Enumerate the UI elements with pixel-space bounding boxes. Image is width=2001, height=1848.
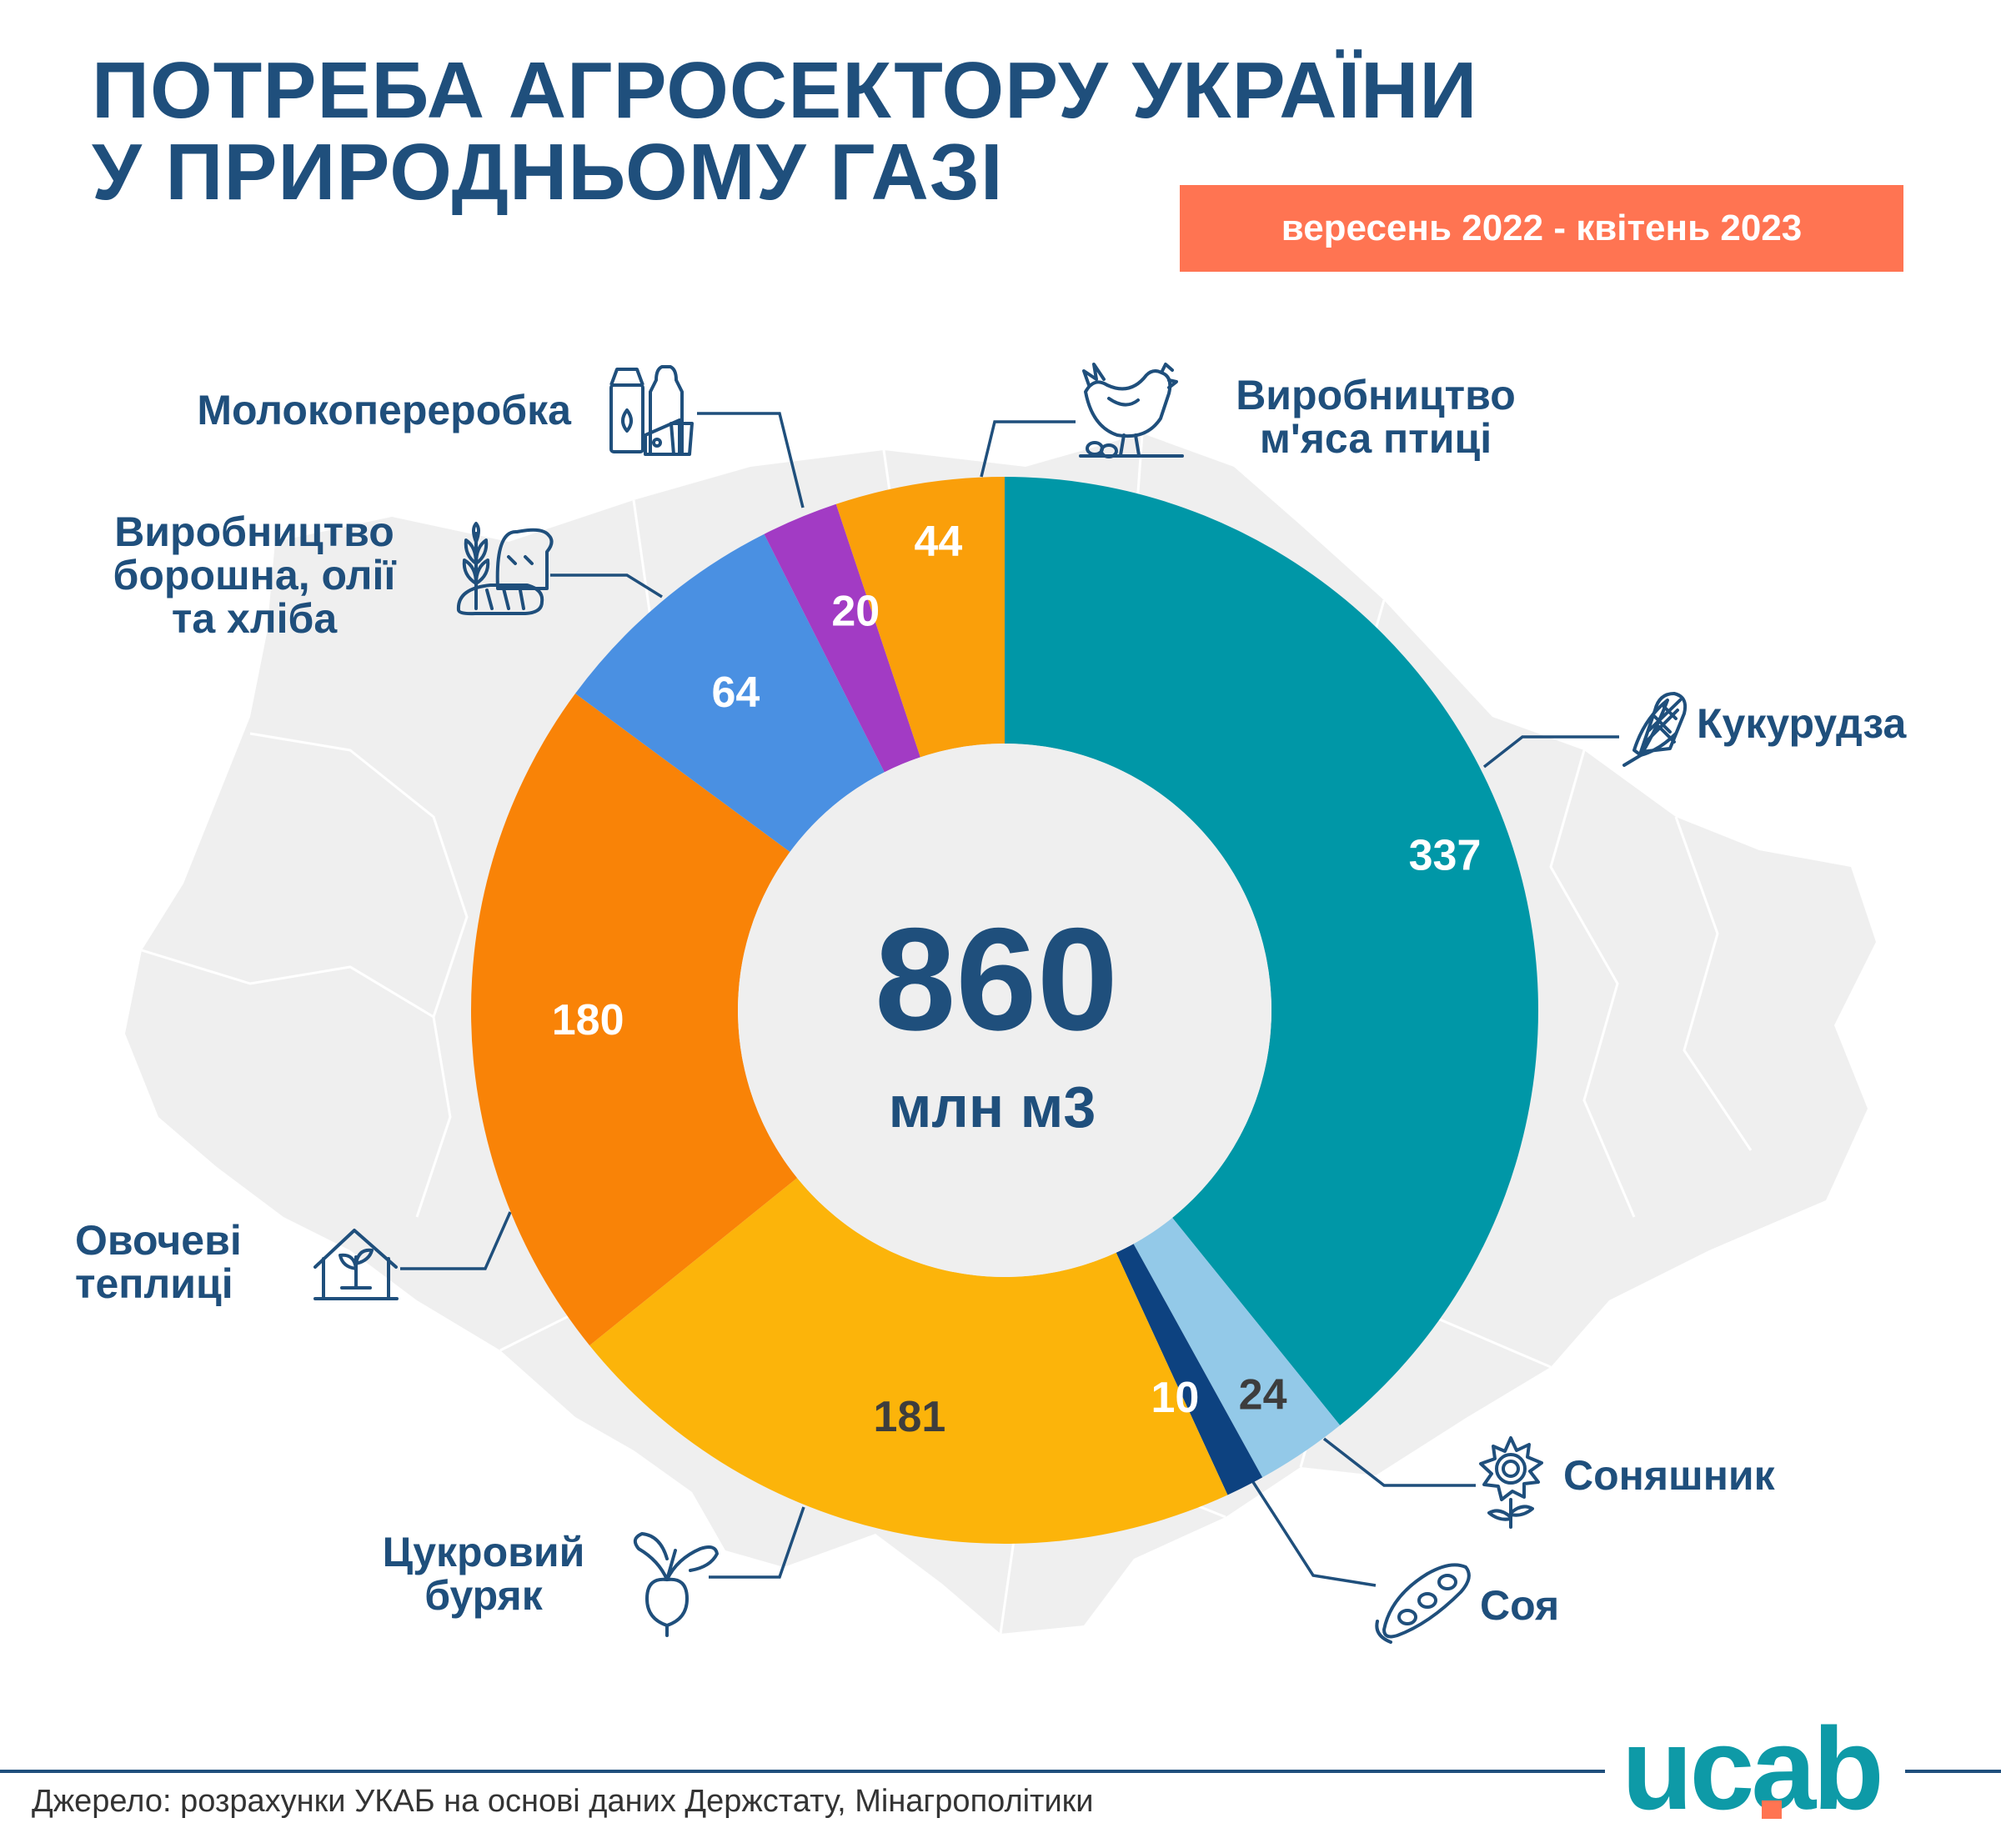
slice-виробництво-борошна-олії-та-хліба <box>574 533 885 853</box>
leader-line-кукурудза <box>1482 735 1619 769</box>
value-label-цукровий-буряк: 181 <box>874 1393 946 1441</box>
footer-divider-left <box>0 1770 1605 1773</box>
title-line-1: ПОТРЕБА АГРОСЕКТОРУ УКРАЇНИ <box>92 46 1478 135</box>
label-line: та хліба <box>171 595 338 642</box>
logo-dot <box>1762 1800 1782 1819</box>
wheat-bread-icon <box>456 522 554 616</box>
beet-icon <box>633 1532 719 1637</box>
dairy-icon <box>609 365 694 456</box>
total-unit: млн м3 <box>889 1074 1096 1139</box>
leader-lines <box>400 412 1619 1587</box>
label-line: Цукровий <box>382 1529 585 1575</box>
leader-line-цукровий-буряк <box>709 1506 805 1579</box>
label-ovochevi-teplytsi: Овочеві теплиці <box>75 1219 242 1305</box>
label-soya: Соя <box>1480 1584 1559 1627</box>
value-label-виробництво-м-яса-птиці: 44 <box>914 518 962 566</box>
value-label-молокопереробка: 20 <box>831 588 880 636</box>
slice-овочеві-теплиці <box>471 694 798 1346</box>
label-line: Соняшник <box>1563 1452 1775 1499</box>
chicken-icon <box>1079 363 1184 458</box>
label-line: Кукурудза <box>1697 700 1907 747</box>
slice-value-labels: 337 24 10 181 180 64 20 44 <box>552 518 1482 1441</box>
slice-молокопереробка <box>764 503 920 773</box>
value-label-кукурудза: 337 <box>1409 831 1482 879</box>
label-line: буряк <box>424 1572 543 1619</box>
slice-соняшник <box>1133 1217 1341 1478</box>
logo-text: ucab <box>1622 1719 1881 1834</box>
leader-line-молокопереробка <box>697 412 805 508</box>
slice-соя <box>1116 1244 1263 1495</box>
ucab-logo: ucab <box>1622 1719 1884 1834</box>
source-note: Джерело: розрахунки УКАБ на основі даних… <box>32 1784 1094 1819</box>
page-title: ПОТРЕБА АГРОСЕКТОРУ УКРАЇНИ У ПРИРОДНЬОМ… <box>92 50 1477 213</box>
value-label-овочеві-теплиці: 180 <box>552 996 624 1044</box>
label-sonyashnyk: Соняшник <box>1563 1454 1775 1497</box>
label-line: Овочеві <box>75 1217 242 1264</box>
label-molokopererobka: Молокопереробка <box>92 388 571 432</box>
value-label-виробництво-борошна-олії-та-хліба: 64 <box>711 669 760 717</box>
donut-slices <box>471 477 1539 1545</box>
leader-line-виробництво-борошна-олії-та-хліба <box>550 573 663 598</box>
label-line: Виробництво <box>114 508 394 555</box>
title-line-2: У ПРИРОДНЬОМУ ГАЗІ <box>92 128 1004 217</box>
slice-цукровий-буряк <box>589 1178 1228 1545</box>
value-label-соя: 10 <box>1151 1374 1199 1422</box>
label-tsukrovyi-buriak: Цукровий буряк <box>359 1530 609 1617</box>
label-line: Виробництво <box>1236 372 1516 418</box>
donut-hole <box>738 744 1271 1277</box>
sunflower-icon <box>1479 1436 1543 1529</box>
leader-line-соя <box>1251 1481 1377 1587</box>
value-label-соняшник: 24 <box>1239 1371 1287 1420</box>
footer-divider-right <box>1905 1770 2001 1773</box>
slice-кукурудза <box>1005 477 1539 1425</box>
label-line: борошна, олії <box>113 552 396 598</box>
period-badge: вересень 2022 - квітень 2023 <box>1180 185 1903 272</box>
label-line: Молокопереробка <box>197 387 571 433</box>
label-line: теплиці <box>75 1260 233 1307</box>
label-line: Соя <box>1480 1582 1560 1629</box>
soy-icon <box>1375 1563 1471 1644</box>
leader-line-виробництво-м-яса-птиці <box>980 420 1076 478</box>
corn-icon <box>1622 692 1688 767</box>
slice-виробництво-м-яса-птиці <box>835 477 1005 758</box>
label-miaso-ptytsi: Виробництво м'яса птиці <box>1201 373 1551 460</box>
label-line: м'яса птиці <box>1259 415 1492 462</box>
greenhouse-icon <box>313 1229 399 1300</box>
label-boroshno-olia-khlib: Виробництво борошна, олії та хліба <box>79 510 429 640</box>
total-value: 860 <box>875 899 1118 1061</box>
label-kukurudza: Кукурудза <box>1697 702 1906 745</box>
leader-line-овочеві-теплиці <box>400 1211 512 1270</box>
leader-line-соняшник <box>1322 1437 1476 1487</box>
